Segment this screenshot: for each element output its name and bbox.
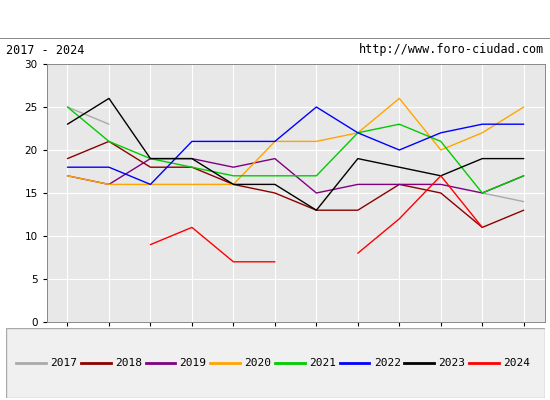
2020 xyxy=(189,182,195,187)
2022 xyxy=(396,148,403,152)
Text: 2022: 2022 xyxy=(373,358,400,368)
2021 xyxy=(355,130,361,135)
2022 xyxy=(520,122,527,126)
2019 xyxy=(230,165,236,170)
2023 xyxy=(396,165,403,170)
2019 xyxy=(64,173,71,178)
2019 xyxy=(313,190,320,195)
Text: 2019: 2019 xyxy=(180,358,207,368)
2022 xyxy=(64,165,71,170)
2023 xyxy=(313,208,320,213)
2021 xyxy=(520,173,527,178)
2019 xyxy=(437,182,444,187)
2022 xyxy=(189,139,195,144)
2022 xyxy=(479,122,486,126)
2019 xyxy=(520,173,527,178)
Line: 2023: 2023 xyxy=(68,98,524,210)
2023 xyxy=(520,156,527,161)
2020 xyxy=(479,130,486,135)
Text: 2023: 2023 xyxy=(438,358,465,368)
Line: 2019: 2019 xyxy=(68,158,524,193)
2021 xyxy=(189,165,195,170)
2018 xyxy=(313,208,320,213)
2023 xyxy=(355,156,361,161)
2020 xyxy=(230,182,236,187)
2023 xyxy=(437,173,444,178)
2023 xyxy=(230,182,236,187)
2020 xyxy=(355,130,361,135)
2023 xyxy=(479,156,486,161)
2022 xyxy=(313,104,320,109)
2020 xyxy=(520,104,527,109)
2020 xyxy=(437,148,444,152)
2021 xyxy=(64,104,71,109)
Line: 2020: 2020 xyxy=(68,98,524,184)
2020 xyxy=(64,173,71,178)
2018 xyxy=(272,190,278,195)
Text: 2017 - 2024: 2017 - 2024 xyxy=(6,44,84,56)
2019 xyxy=(147,156,154,161)
2019 xyxy=(272,156,278,161)
Text: http://www.foro-ciudad.com: http://www.foro-ciudad.com xyxy=(359,44,544,56)
Line: 2021: 2021 xyxy=(68,107,524,193)
2018 xyxy=(355,208,361,213)
2018 xyxy=(106,139,112,144)
2021 xyxy=(396,122,403,126)
2020 xyxy=(147,182,154,187)
2021 xyxy=(437,139,444,144)
Line: 2022: 2022 xyxy=(68,107,524,184)
2018 xyxy=(520,208,527,213)
2021 xyxy=(147,156,154,161)
2018 xyxy=(437,190,444,195)
2022 xyxy=(147,182,154,187)
2023 xyxy=(64,122,71,126)
2022 xyxy=(230,139,236,144)
2018 xyxy=(230,182,236,187)
2019 xyxy=(396,182,403,187)
2021 xyxy=(230,173,236,178)
2021 xyxy=(106,139,112,144)
Text: 2017: 2017 xyxy=(50,358,77,368)
2021 xyxy=(272,173,278,178)
2019 xyxy=(355,182,361,187)
Text: 2020: 2020 xyxy=(244,358,271,368)
2020 xyxy=(106,182,112,187)
2020 xyxy=(396,96,403,101)
2018 xyxy=(479,225,486,230)
2021 xyxy=(479,190,486,195)
2023 xyxy=(272,182,278,187)
2023 xyxy=(189,156,195,161)
2022 xyxy=(106,165,112,170)
2018 xyxy=(189,165,195,170)
Line: 2018: 2018 xyxy=(68,141,524,227)
2021 xyxy=(313,173,320,178)
2019 xyxy=(106,182,112,187)
2017 xyxy=(106,122,112,126)
2019 xyxy=(479,190,486,195)
2022 xyxy=(272,139,278,144)
2020 xyxy=(313,139,320,144)
2020 xyxy=(272,139,278,144)
FancyBboxPatch shape xyxy=(6,328,544,398)
Text: 2018: 2018 xyxy=(115,358,142,368)
2019 xyxy=(189,156,195,161)
Text: 2021: 2021 xyxy=(309,358,336,368)
2022 xyxy=(355,130,361,135)
2023 xyxy=(147,156,154,161)
2018 xyxy=(147,165,154,170)
Text: 2024: 2024 xyxy=(503,358,530,368)
Text: Evolucion del paro registrado en Cañizal: Evolucion del paro registrado en Cañizal xyxy=(120,12,430,26)
Line: 2017: 2017 xyxy=(68,107,109,124)
2022 xyxy=(437,130,444,135)
2018 xyxy=(396,182,403,187)
2017 xyxy=(64,104,71,109)
2018 xyxy=(64,156,71,161)
2023 xyxy=(106,96,112,101)
